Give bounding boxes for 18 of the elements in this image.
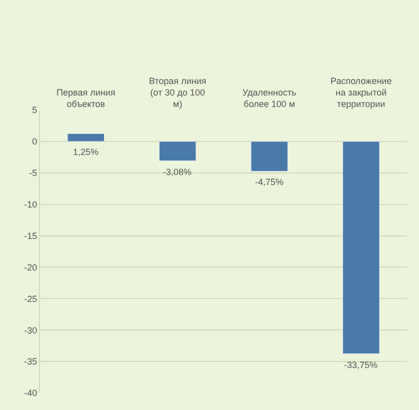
y-tick-label: 0 xyxy=(32,136,38,147)
y-tick-label: -5 xyxy=(29,168,38,178)
x-tick-label: Расположение на закрытой территории xyxy=(330,76,392,110)
x-tick-label: Первая линия объектов xyxy=(56,88,116,110)
data-label: -3,08% xyxy=(163,167,192,177)
y-tick-label: -30 xyxy=(24,325,38,336)
y-tick-label: -25 xyxy=(24,294,38,304)
data-label: -4,75% xyxy=(255,177,284,187)
y-tick-label: -35 xyxy=(24,356,38,367)
data-label: 1,25% xyxy=(73,147,99,157)
y-tick-label: -40 xyxy=(24,388,38,398)
y-tick-label: -15 xyxy=(24,230,38,241)
y-tick-label: -20 xyxy=(24,262,38,272)
x-tick-label: Вторая линия (от 30 до 100 м) xyxy=(148,76,206,110)
x-tick-label: Удаленность более 100 м xyxy=(242,88,297,110)
y-tick-label: 5 xyxy=(32,105,38,116)
data-label: -33,75% xyxy=(344,360,378,370)
y-tick-label: -10 xyxy=(24,199,38,210)
